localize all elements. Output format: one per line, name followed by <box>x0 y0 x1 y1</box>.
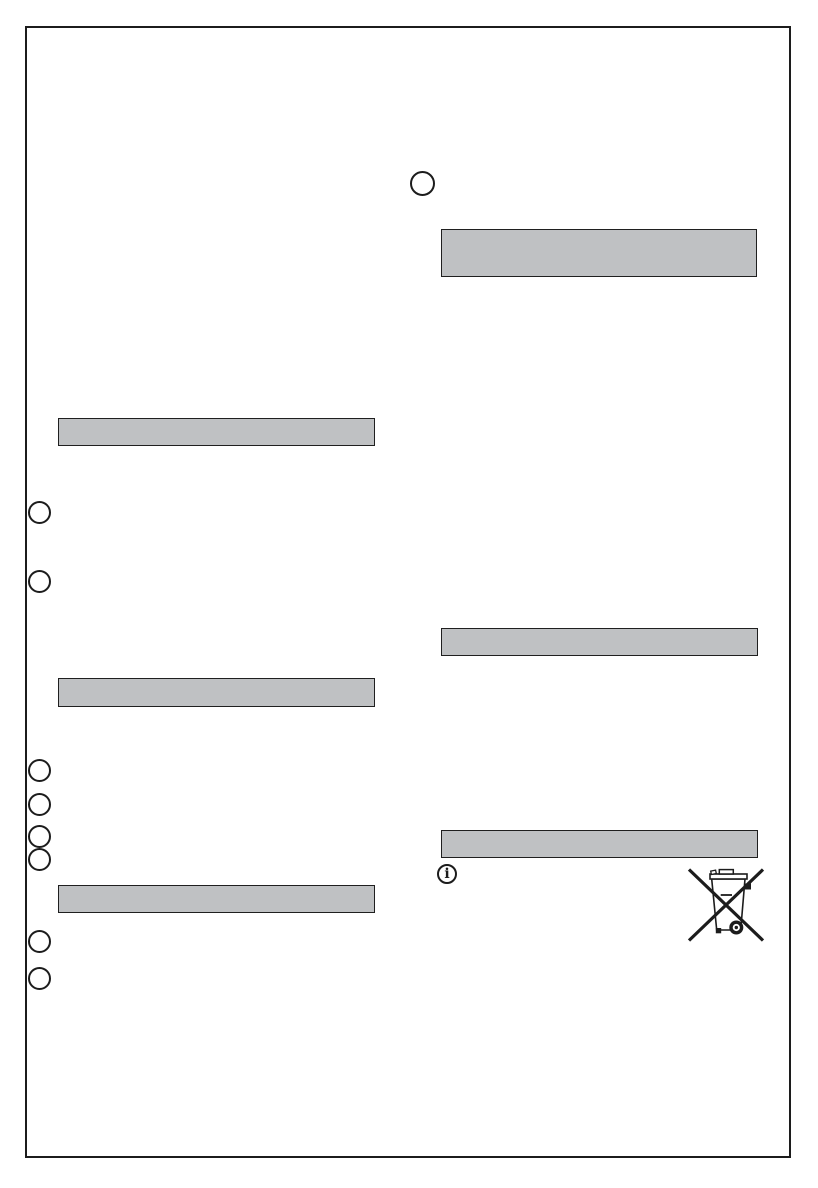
step-marker-circle <box>28 759 51 782</box>
section-heading-bar-right-2 <box>441 628 758 656</box>
section-heading-bar-left-1 <box>58 418 375 446</box>
section-heading-bar-left-3 <box>58 885 375 913</box>
step-marker-circle <box>28 967 51 990</box>
page-border-frame <box>25 26 791 1158</box>
step-marker-circle <box>28 930 51 953</box>
step-marker-circle <box>28 570 51 593</box>
info-icon: i <box>437 864 457 884</box>
step-marker-circle <box>28 793 51 816</box>
step-marker-circle <box>410 171 435 196</box>
info-icon-glyph: i <box>444 866 450 882</box>
step-marker-circle <box>28 848 51 871</box>
weee-crossed-out-bin-icon <box>687 868 765 942</box>
step-marker-circle <box>28 825 51 848</box>
step-marker-circle <box>28 501 51 524</box>
section-heading-bar-right-1 <box>441 229 757 277</box>
section-heading-bar-left-2 <box>58 678 375 707</box>
section-heading-bar-right-3 <box>441 830 758 858</box>
